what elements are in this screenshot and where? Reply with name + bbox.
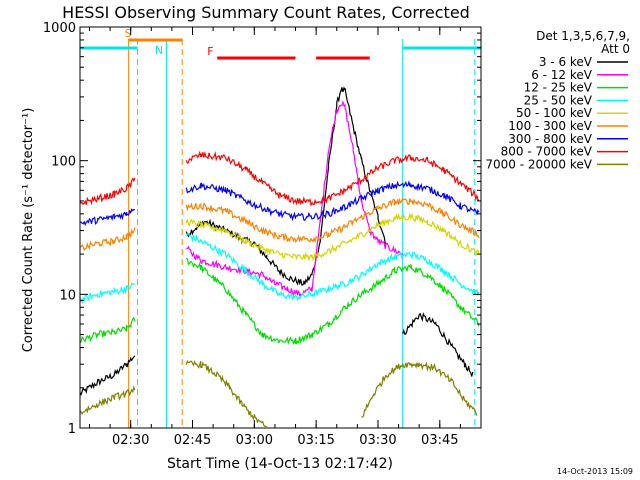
series-line: [79, 316, 136, 343]
series-line: [79, 177, 136, 206]
flag-label-F: F: [207, 45, 213, 58]
x-axis-label: Start Time (14-Oct-13 02:17:42): [167, 456, 393, 472]
series-line: [185, 180, 480, 222]
plot-frame: [79, 26, 482, 429]
chart-title: HESSI Observing Summary Count Rates, Cor…: [62, 3, 470, 22]
flag-bars: S N F: [80, 27, 481, 60]
series-line: [79, 355, 136, 396]
series-line: [185, 212, 480, 262]
series-line: [79, 385, 136, 416]
y-tick-label: 1000: [43, 21, 76, 36]
x-tick-label: 02:30: [112, 433, 149, 448]
legend-header-line-2: Att 0: [601, 42, 630, 56]
series-line: [185, 196, 480, 244]
series-line: [185, 359, 268, 428]
footer-timestamp: 14-Oct-2013 15:09: [557, 467, 633, 476]
series-line: [185, 233, 480, 302]
series-line: [79, 282, 136, 303]
series-line: [402, 312, 474, 377]
series-line: [186, 100, 404, 297]
series-group: [79, 86, 480, 428]
x-tick-label: 03:45: [421, 433, 458, 448]
series-line: [80, 208, 135, 227]
legend-label: 3 - 6 keV: [539, 55, 593, 69]
y-tick-label: 10: [59, 288, 76, 303]
y-tick-label: 1: [68, 422, 76, 437]
flag-label-N: N: [155, 44, 163, 57]
legend-label: 7000 - 20000 keV: [485, 157, 592, 171]
y-axis: 1 10 100 1000: [43, 21, 481, 437]
legend-label: 12 - 25 keV: [524, 81, 593, 95]
legend-header-line-1: Det 1,3,5,6,7,9,: [536, 29, 630, 43]
x-tick-label: 03:30: [359, 433, 396, 448]
legend-label: 25 - 50 keV: [524, 93, 593, 107]
y-tick-label: 100: [51, 155, 76, 170]
x-tick-label: 03:00: [236, 433, 273, 448]
x-axis: 02:30 02:45 03:00 03:15 03:30 03:45: [88, 27, 482, 448]
x-tick-label: 03:15: [297, 433, 334, 448]
x-tick-label: 02:45: [174, 433, 211, 448]
series-line: [185, 257, 480, 346]
series-line: [185, 150, 480, 207]
series-line: [80, 227, 136, 252]
legend-label: 50 - 100 keV: [516, 106, 593, 120]
flag-label-S: S: [125, 27, 132, 40]
y-axis-label: Corrected Count Rate (s⁻¹ detector⁻¹): [21, 108, 36, 353]
legend-label: 300 - 800 keV: [508, 132, 592, 146]
series-line: [361, 361, 478, 418]
legend-label: 6 - 12 keV: [531, 68, 593, 82]
legend-label: 800 - 7000 keV: [501, 145, 593, 159]
legend-label: 100 - 300 keV: [508, 119, 592, 133]
